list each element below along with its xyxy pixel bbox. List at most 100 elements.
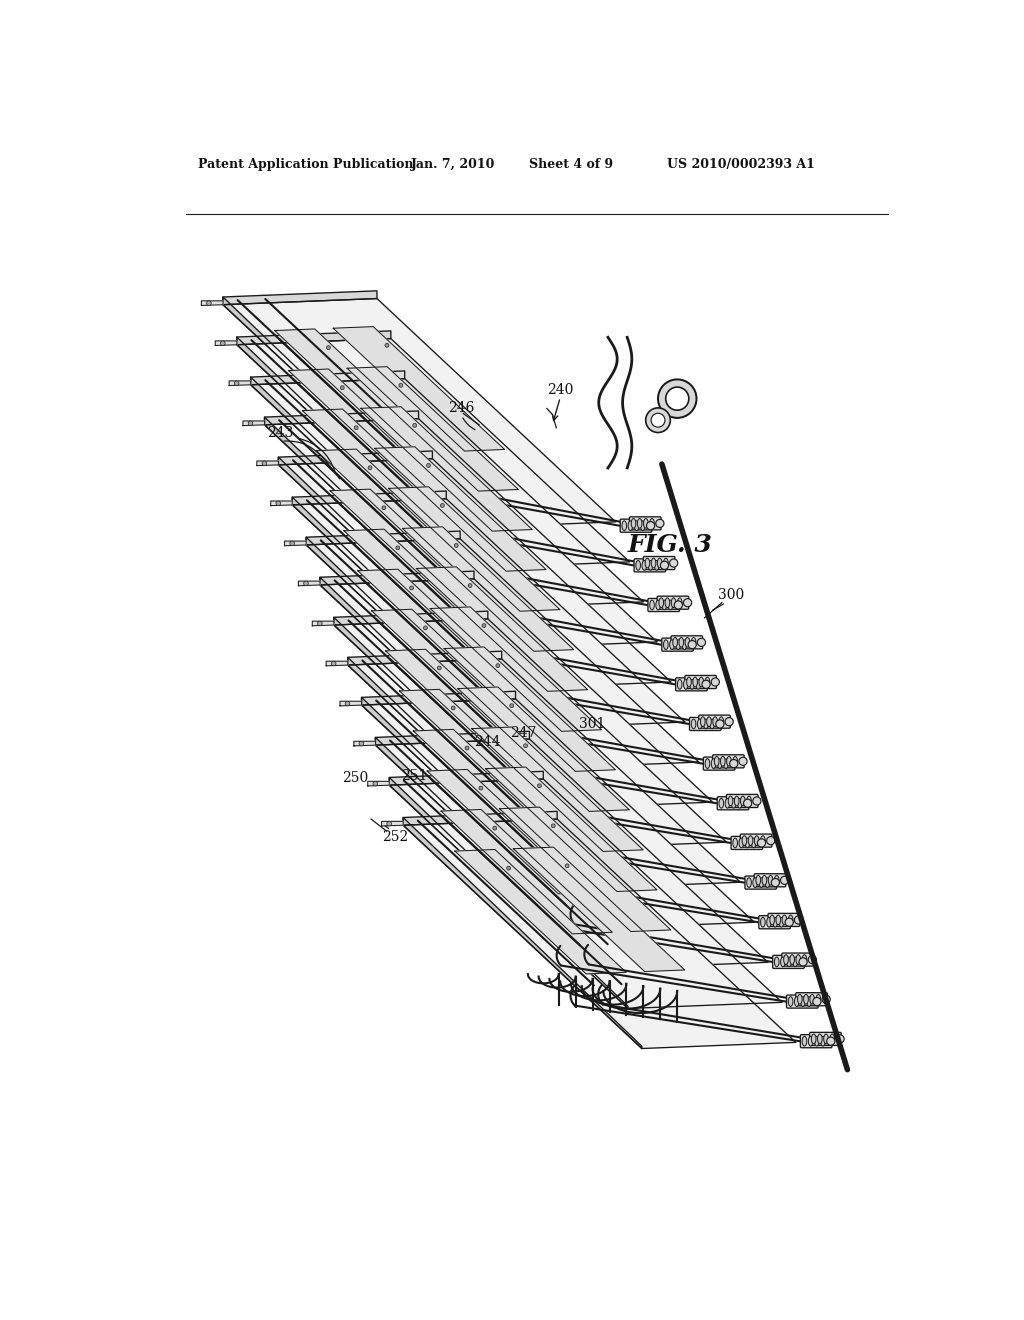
Ellipse shape — [719, 799, 724, 808]
Ellipse shape — [655, 601, 660, 610]
Circle shape — [382, 506, 386, 510]
Polygon shape — [354, 742, 376, 746]
Ellipse shape — [731, 799, 736, 808]
Ellipse shape — [796, 954, 801, 965]
Ellipse shape — [728, 796, 733, 805]
Polygon shape — [264, 411, 419, 425]
Polygon shape — [279, 451, 432, 465]
Circle shape — [795, 916, 803, 924]
FancyBboxPatch shape — [755, 874, 785, 887]
Ellipse shape — [678, 598, 682, 607]
Polygon shape — [257, 461, 279, 466]
Polygon shape — [270, 502, 292, 506]
Ellipse shape — [670, 640, 675, 649]
Ellipse shape — [712, 759, 716, 768]
Polygon shape — [292, 491, 446, 506]
Ellipse shape — [829, 1034, 835, 1044]
Circle shape — [683, 598, 691, 607]
Ellipse shape — [707, 717, 712, 726]
Ellipse shape — [804, 994, 808, 1005]
Text: Jan. 7, 2010: Jan. 7, 2010 — [411, 158, 495, 172]
Circle shape — [753, 797, 761, 805]
Circle shape — [785, 919, 794, 927]
FancyBboxPatch shape — [744, 876, 776, 890]
Circle shape — [304, 581, 308, 586]
Circle shape — [373, 781, 378, 785]
Polygon shape — [347, 367, 518, 491]
Circle shape — [702, 680, 711, 689]
Ellipse shape — [820, 1036, 825, 1045]
Ellipse shape — [634, 521, 639, 531]
Polygon shape — [414, 730, 585, 854]
Polygon shape — [223, 297, 462, 528]
Text: 243: 243 — [267, 426, 294, 440]
Circle shape — [440, 503, 444, 507]
Polygon shape — [264, 418, 657, 648]
FancyBboxPatch shape — [662, 638, 693, 651]
Ellipse shape — [721, 756, 725, 766]
Ellipse shape — [762, 875, 767, 886]
Ellipse shape — [631, 519, 636, 528]
Ellipse shape — [662, 601, 667, 610]
Text: 300: 300 — [718, 589, 744, 602]
Circle shape — [496, 664, 500, 668]
Ellipse shape — [767, 917, 771, 927]
Polygon shape — [344, 529, 515, 653]
Text: 247: 247 — [510, 726, 537, 739]
Circle shape — [670, 558, 678, 568]
Ellipse shape — [742, 836, 746, 846]
Ellipse shape — [746, 796, 752, 805]
Circle shape — [767, 837, 775, 845]
Circle shape — [822, 995, 830, 1003]
Polygon shape — [417, 566, 588, 692]
Polygon shape — [215, 341, 237, 346]
Ellipse shape — [801, 997, 805, 1006]
Polygon shape — [223, 298, 615, 528]
Circle shape — [413, 424, 417, 428]
Ellipse shape — [669, 601, 673, 610]
Polygon shape — [403, 817, 642, 1048]
Ellipse shape — [788, 915, 793, 925]
Ellipse shape — [776, 915, 780, 925]
Ellipse shape — [759, 878, 764, 887]
Ellipse shape — [793, 957, 798, 966]
Polygon shape — [441, 809, 612, 933]
Ellipse shape — [807, 997, 811, 1006]
FancyBboxPatch shape — [786, 995, 818, 1008]
FancyBboxPatch shape — [773, 956, 804, 969]
Ellipse shape — [678, 680, 682, 689]
Polygon shape — [237, 331, 391, 345]
Ellipse shape — [725, 799, 730, 808]
Ellipse shape — [687, 677, 691, 686]
Polygon shape — [389, 779, 782, 1008]
Polygon shape — [444, 647, 615, 771]
Text: US 2010/0002393 A1: US 2010/0002393 A1 — [667, 158, 815, 172]
Circle shape — [780, 876, 788, 884]
Circle shape — [234, 381, 239, 385]
Circle shape — [725, 718, 733, 726]
Ellipse shape — [823, 1034, 828, 1044]
Text: FIG. 3: FIG. 3 — [628, 533, 712, 557]
Polygon shape — [319, 577, 559, 808]
FancyBboxPatch shape — [671, 636, 702, 649]
Circle shape — [808, 956, 816, 964]
Ellipse shape — [808, 1036, 813, 1045]
Ellipse shape — [699, 677, 703, 686]
Circle shape — [248, 421, 253, 425]
Ellipse shape — [761, 917, 765, 927]
Polygon shape — [472, 727, 643, 851]
Polygon shape — [306, 537, 545, 768]
FancyBboxPatch shape — [648, 598, 680, 611]
Circle shape — [437, 667, 441, 669]
FancyBboxPatch shape — [717, 797, 749, 810]
Circle shape — [651, 413, 665, 428]
FancyBboxPatch shape — [698, 715, 730, 729]
Polygon shape — [316, 449, 487, 573]
Polygon shape — [279, 457, 517, 688]
Ellipse shape — [756, 875, 761, 886]
Text: Sheet 4 of 9: Sheet 4 of 9 — [528, 158, 613, 172]
Circle shape — [646, 521, 654, 529]
Circle shape — [758, 838, 766, 847]
Ellipse shape — [752, 838, 756, 847]
Ellipse shape — [700, 717, 706, 726]
